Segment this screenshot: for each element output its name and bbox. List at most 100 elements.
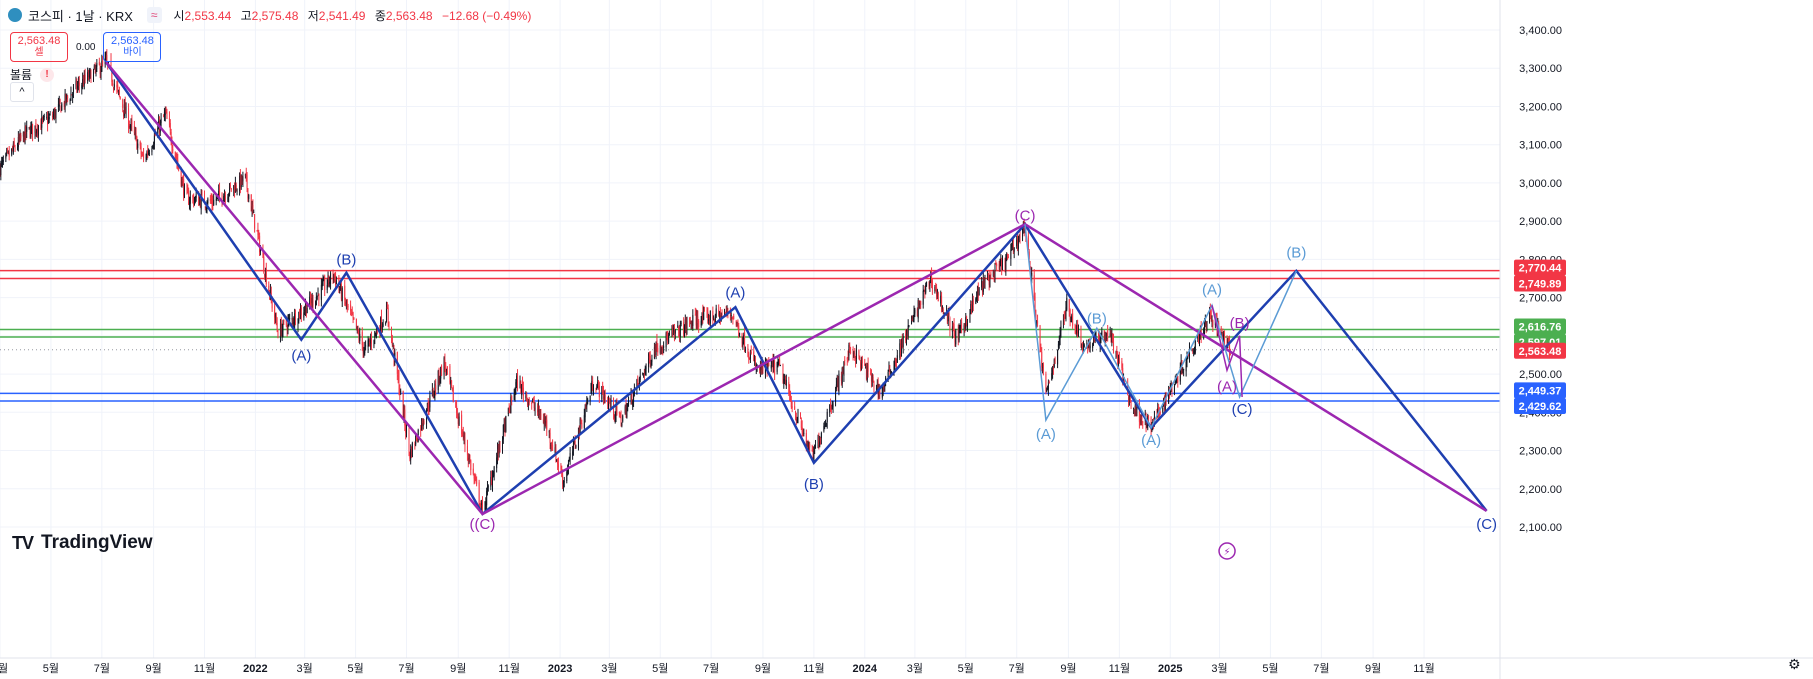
candle-body: [836, 381, 838, 386]
candle-body: [53, 110, 55, 117]
candle-body: [1133, 409, 1135, 413]
candle-body: [825, 424, 827, 426]
candle-body: [894, 358, 896, 370]
candle-body: [1100, 335, 1102, 343]
candle-body: [622, 415, 624, 422]
collapse-legend-button[interactable]: ^: [10, 82, 34, 102]
candle-body: [560, 465, 562, 470]
tradingview-logo[interactable]: TV TradingView: [12, 532, 153, 554]
candle-body: [953, 324, 955, 338]
candle-body: [754, 360, 756, 362]
candle-body: [491, 477, 493, 484]
candle-body: [36, 130, 38, 134]
lightning-icon[interactable]: [1218, 542, 1236, 560]
price-tag-label: 2,429.62: [1519, 401, 1562, 413]
candle-body: [807, 441, 809, 450]
candle-body: [1016, 239, 1018, 247]
candle-body: [732, 317, 734, 319]
candle-body: [937, 292, 939, 301]
candle-body: [1106, 332, 1108, 339]
candle-body: [881, 388, 883, 398]
symbol-title[interactable]: 코스피 · 1날 · KRX: [28, 8, 133, 24]
candle-body: [1101, 330, 1103, 337]
candle-body: [350, 304, 352, 312]
wave-label: (C): [1015, 207, 1036, 224]
candle-body: [865, 365, 867, 380]
candle-body: [420, 428, 422, 431]
candle-body: [889, 368, 891, 373]
candle-body: [351, 312, 353, 314]
candle-body: [531, 403, 533, 405]
candle-body: [592, 381, 594, 391]
buy-button[interactable]: 2,563.48 바이: [103, 32, 162, 62]
candle-body: [768, 363, 770, 366]
candle-body: [30, 126, 32, 138]
candle-body: [300, 309, 302, 319]
candle-body: [557, 463, 559, 468]
candle-body: [743, 334, 745, 342]
candle-body: [825, 423, 827, 425]
candle-body: [392, 345, 394, 347]
candle-body: [850, 351, 852, 353]
candle-body: [575, 445, 577, 448]
candle-body: [481, 500, 483, 507]
candle-body: [709, 310, 711, 324]
candle-body: [259, 235, 261, 253]
candle-body: [1092, 337, 1094, 346]
candle-body: [704, 310, 706, 312]
candle-body: [527, 398, 529, 405]
wave-labels: (B) (A) (A) (B) ((C) (C) (B) (B) (A) (A) (A) (B) (A)…: [291, 207, 1497, 533]
candle-body: [926, 281, 928, 286]
candle-body: [257, 228, 259, 235]
candle-body: [201, 194, 203, 196]
candle-body: [790, 401, 792, 408]
candle-body: [707, 311, 709, 323]
candle-body: [548, 431, 550, 433]
candle-body: [446, 369, 448, 371]
candle-body: [1175, 380, 1177, 383]
candle-body: [814, 444, 816, 449]
candle-body: [174, 151, 176, 158]
candle-body: [519, 381, 521, 389]
candle-body: [579, 418, 581, 435]
candle-body: [205, 206, 207, 209]
candle-body: [540, 413, 542, 420]
candle-body: [475, 477, 477, 481]
candle-body: [989, 275, 991, 287]
candle-body: [521, 384, 523, 396]
candle-body: [235, 185, 237, 190]
warning-icon[interactable]: !: [40, 67, 55, 82]
candle-body: [796, 419, 798, 421]
candle-body: [683, 327, 685, 337]
candle-body: [327, 274, 329, 284]
candle-body: [657, 347, 659, 353]
candle-body: [706, 309, 708, 313]
candle-body: [1116, 351, 1118, 356]
candle-body: [388, 321, 390, 329]
candle-body: [431, 388, 433, 396]
candle-body: [264, 273, 266, 277]
candle-body: [26, 126, 28, 132]
candle-body: [895, 359, 897, 363]
candle-body: [1033, 275, 1035, 299]
candle-body: [639, 375, 641, 380]
candle-body: [19, 134, 21, 141]
gear-icon[interactable]: ⚙: [1788, 656, 1801, 672]
sell-button[interactable]: 2,563.48 셀: [10, 32, 68, 62]
candle-body: [123, 104, 125, 116]
candle-body: [229, 184, 231, 194]
volume-legend[interactable]: 볼륨 !: [10, 66, 55, 83]
candle-body: [473, 474, 475, 479]
candle-body: [713, 319, 715, 321]
candle-body: [1048, 382, 1050, 384]
candle-body: [789, 397, 791, 400]
candle-body: [234, 187, 236, 193]
indicator-toggle[interactable]: ≈: [146, 7, 162, 23]
candle-body: [1072, 313, 1074, 326]
candle-body: [358, 333, 360, 340]
candle-body: [1204, 324, 1206, 329]
high-label: 고: [240, 8, 252, 23]
candle-body: [281, 329, 283, 337]
candle-body: [615, 405, 617, 416]
